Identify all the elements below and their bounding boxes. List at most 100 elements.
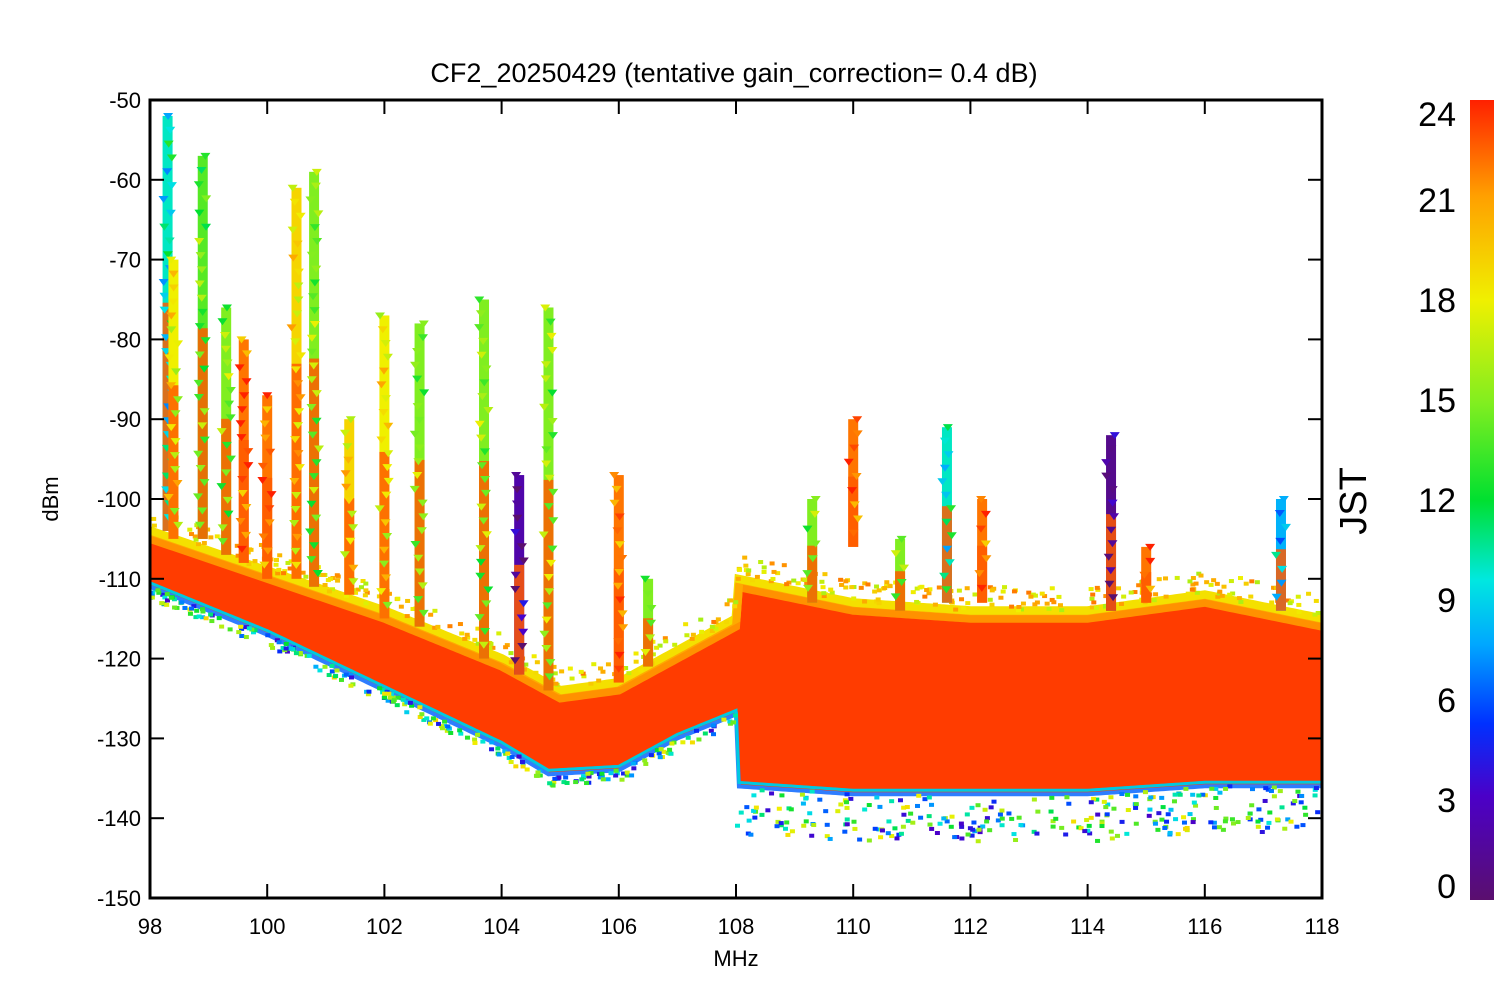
fringe-marker [927, 822, 933, 827]
spike-marker [259, 561, 270, 569]
fringe-marker [917, 585, 923, 590]
spike-marker [165, 209, 176, 217]
fringe-marker [496, 631, 502, 636]
fringe-marker [1211, 820, 1217, 825]
fringe-marker [721, 717, 727, 722]
fringe-marker [759, 788, 765, 793]
fringe-marker [656, 751, 662, 756]
fringe-marker [724, 602, 730, 607]
fringe-marker [965, 601, 971, 606]
fringe-marker [171, 597, 177, 602]
fringe-marker [750, 578, 756, 583]
fringe-marker [745, 831, 751, 836]
spike-marker [382, 464, 393, 472]
spike-column [609, 472, 629, 683]
fringe-marker [360, 578, 366, 583]
spike-marker [194, 323, 205, 331]
spike-column [216, 304, 236, 555]
fringe-marker [828, 587, 834, 592]
fringe-marker [1168, 807, 1174, 812]
spike-marker [262, 406, 273, 414]
fringe-marker [1231, 821, 1237, 826]
fringe-marker [489, 740, 495, 745]
x-tick-label: 112 [953, 914, 988, 939]
fringe-marker [809, 833, 815, 838]
fringe-marker [1044, 601, 1050, 606]
fringe-marker [1213, 786, 1219, 791]
spike-marker [169, 507, 180, 515]
spike-marker [306, 403, 317, 411]
fringe-marker [1222, 819, 1228, 824]
spike-lower [238, 439, 249, 563]
fringe-marker [984, 816, 990, 821]
spike-lower [309, 358, 320, 587]
fringe-marker [761, 569, 767, 574]
spike-marker [196, 266, 207, 274]
signal-spikes [158, 112, 1291, 691]
fringe-marker [690, 632, 696, 637]
fringe-marker [699, 629, 705, 634]
fringe-marker [926, 795, 932, 800]
spike-marker [293, 268, 304, 276]
fringe-marker [711, 619, 717, 624]
fringe-marker [761, 565, 767, 570]
x-tick-label: 116 [1187, 914, 1222, 939]
fringe-marker [442, 724, 448, 729]
fringe-marker [751, 793, 757, 798]
spike-marker [236, 434, 247, 442]
plot-marks [150, 112, 1322, 844]
fringe-marker [1082, 829, 1088, 834]
spike-marker [477, 393, 488, 401]
spike-marker [409, 430, 420, 438]
spike-lower [848, 476, 859, 547]
spike-marker [309, 224, 320, 232]
spike-marker [1139, 571, 1150, 579]
fringe-marker [496, 752, 502, 757]
fringe-marker [506, 755, 512, 760]
spike-marker [289, 519, 300, 527]
spike-marker [310, 182, 321, 190]
fringe-marker [238, 624, 244, 629]
fringe-marker [1190, 820, 1196, 825]
fringe-marker [733, 600, 739, 605]
fringe-marker [728, 598, 734, 603]
fringe-marker [910, 820, 916, 825]
spike-marker [474, 324, 485, 332]
spike-marker [1276, 579, 1287, 587]
spike-marker [290, 436, 301, 444]
spike-column [286, 184, 307, 579]
fringe-marker [394, 703, 400, 708]
spike-marker [414, 416, 425, 424]
fringe-marker [1227, 592, 1233, 597]
spike-marker [258, 533, 269, 541]
spike-marker [241, 531, 252, 539]
spike-marker [640, 648, 651, 656]
fringe-marker [1119, 791, 1125, 796]
y-axis: -50 -60 -70 -80 -90 -100 -110 -120 -130 -140 -150 [97, 88, 1322, 911]
fringe-marker [926, 591, 932, 596]
fringe-marker [214, 534, 220, 539]
spike-marker [613, 665, 624, 673]
fringe-marker [936, 585, 942, 590]
spike-marker [311, 459, 322, 467]
fringe-marker [829, 590, 835, 595]
spike-marker [1107, 499, 1118, 507]
spike-marker [645, 634, 656, 642]
spike-marker [1277, 565, 1288, 573]
spike-lower [291, 363, 302, 579]
fringe-marker [1103, 604, 1109, 609]
fringe-marker [1011, 589, 1017, 594]
fringe-marker [809, 789, 815, 794]
fringe-marker [1245, 815, 1251, 820]
fringe-marker [1051, 600, 1057, 605]
fringe-marker [630, 761, 636, 766]
spike-marker [1275, 537, 1286, 545]
spike-marker [542, 602, 553, 610]
fringe-marker [724, 620, 730, 625]
fringe-marker [1208, 820, 1214, 825]
spike-marker [293, 282, 304, 290]
fringe-marker [265, 633, 271, 638]
fringe-marker [1091, 600, 1097, 605]
fringe-marker [284, 649, 290, 654]
fringe-marker [1046, 606, 1052, 611]
